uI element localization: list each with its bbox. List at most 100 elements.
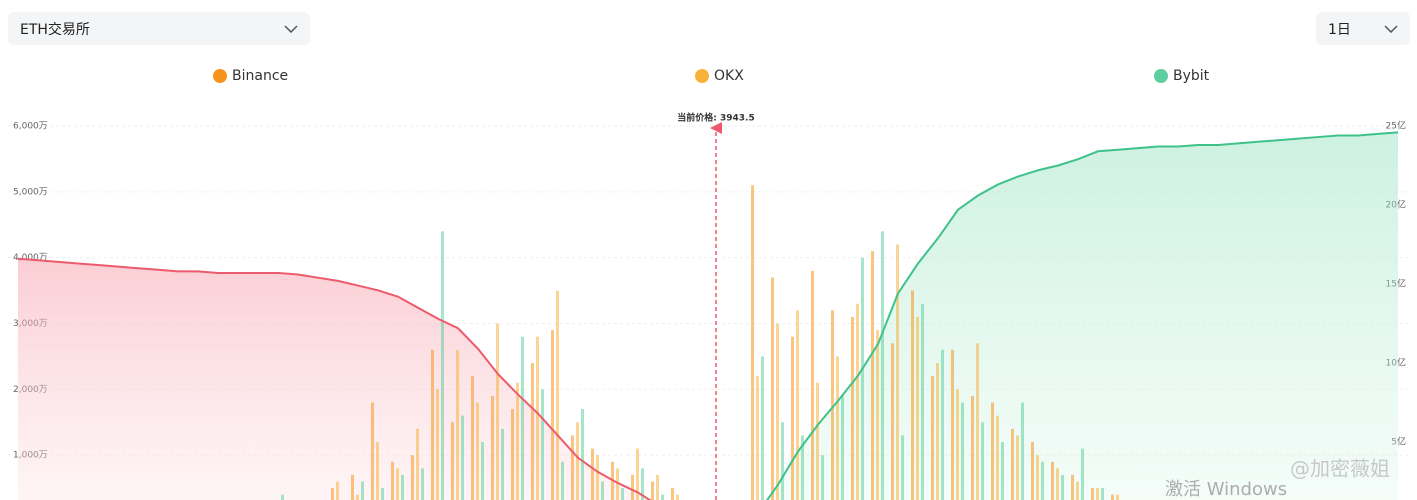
legend-dot [213, 69, 227, 83]
volume-bar [491, 395, 494, 500]
volume-bar [976, 343, 979, 500]
volume-bar [1036, 455, 1039, 500]
volume-bar [891, 343, 894, 500]
volume-bar [621, 488, 624, 500]
volume-bar [556, 290, 559, 500]
chevron [284, 24, 298, 33]
volume-bar [856, 303, 859, 500]
volume-bar [356, 494, 359, 500]
volume-bar [756, 376, 759, 500]
volume-bar [331, 488, 334, 500]
volume-bar [511, 409, 514, 500]
volume-bar [631, 474, 634, 500]
legend-dot [1154, 69, 1168, 83]
volume-bar [961, 402, 964, 500]
volume-bar [391, 461, 394, 500]
y2-tick-label: 10亿 [1386, 357, 1406, 369]
volume-bar [831, 310, 834, 500]
volume-bar [496, 323, 499, 500]
chevron [1384, 24, 1398, 33]
volume-bar [531, 363, 534, 500]
volume-bar [951, 349, 954, 500]
volume-bar [576, 422, 579, 500]
volume-bar [336, 481, 339, 500]
y2-tick-label: 15亿 [1386, 278, 1406, 290]
volume-bar [436, 389, 439, 500]
volume-bar [1051, 461, 1054, 500]
volume-bar [1071, 474, 1074, 500]
volume-bar [1081, 448, 1084, 500]
volume-bar [841, 395, 844, 500]
author-watermark: @加密薇姐 [1290, 457, 1390, 481]
volume-bar [941, 349, 944, 500]
y-tick-label: 6,000万 [13, 122, 48, 132]
volume-bar [551, 330, 554, 500]
depth-area [18, 258, 650, 500]
volume-bar [751, 185, 754, 500]
volume-bar [1031, 442, 1034, 500]
volume-bar [916, 316, 919, 500]
volume-bar [1021, 402, 1024, 500]
volume-bar [376, 442, 379, 500]
volume-bar [456, 349, 459, 500]
volume-bar [601, 481, 604, 500]
volume-bar [636, 448, 639, 500]
volume-bar [521, 336, 524, 500]
volume-bar [401, 474, 404, 500]
volume-bar [1011, 428, 1014, 500]
volume-bar [836, 356, 839, 500]
volume-bar [581, 409, 584, 500]
volume-bar [381, 488, 384, 500]
volume-bar [901, 435, 904, 500]
volume-bar [776, 323, 779, 500]
volume-bar [1101, 488, 1104, 500]
volume-bar [816, 382, 819, 500]
volume-bar [791, 336, 794, 500]
volume-bar [876, 330, 879, 500]
volume-bar [771, 277, 774, 500]
volume-bar [1096, 488, 1099, 500]
period-select[interactable]: 1日 [1316, 12, 1410, 45]
volume-bar [476, 402, 479, 500]
volume-bar [661, 494, 664, 500]
volume-bar [641, 468, 644, 500]
volume-bar [1111, 494, 1114, 500]
volume-bar [936, 363, 939, 500]
volume-bar [671, 488, 674, 500]
volume-bar [811, 270, 814, 500]
volume-bar [911, 290, 914, 500]
volume-bar [1001, 442, 1004, 500]
y-tick-label: 2,000万 [13, 385, 48, 395]
volume-bar [1016, 435, 1019, 500]
volume-bar [281, 494, 284, 500]
depth-line [765, 131, 1399, 500]
volume-bar [981, 422, 984, 500]
volume-bar [451, 422, 454, 500]
volume-bar [956, 389, 959, 500]
volume-bar [441, 231, 444, 500]
volume-bar [801, 435, 804, 500]
volume-bar [1116, 494, 1119, 500]
volume-bar [1041, 461, 1044, 500]
legend-label: Binance [232, 68, 288, 84]
select-text: 1日 [1328, 21, 1351, 38]
volume-bar [416, 428, 419, 500]
volume-bar [361, 481, 364, 500]
exchange-select[interactable]: ETH交易所 [8, 12, 310, 45]
volume-bar [411, 455, 414, 500]
activation-watermark: 激活 Windows [1165, 479, 1287, 500]
depth-area [767, 132, 1398, 500]
volume-bar [991, 402, 994, 500]
legend-label: OKX [714, 68, 744, 84]
volume-bar [881, 231, 884, 500]
y2-tick-label: 25亿 [1386, 120, 1406, 132]
y2-tick-label: 20亿 [1386, 199, 1406, 211]
volume-bar [971, 395, 974, 500]
volume-bar [396, 468, 399, 500]
volume-bar [481, 442, 484, 500]
volume-bar [1091, 488, 1094, 500]
volume-bar [821, 455, 824, 500]
volume-bar [431, 349, 434, 500]
